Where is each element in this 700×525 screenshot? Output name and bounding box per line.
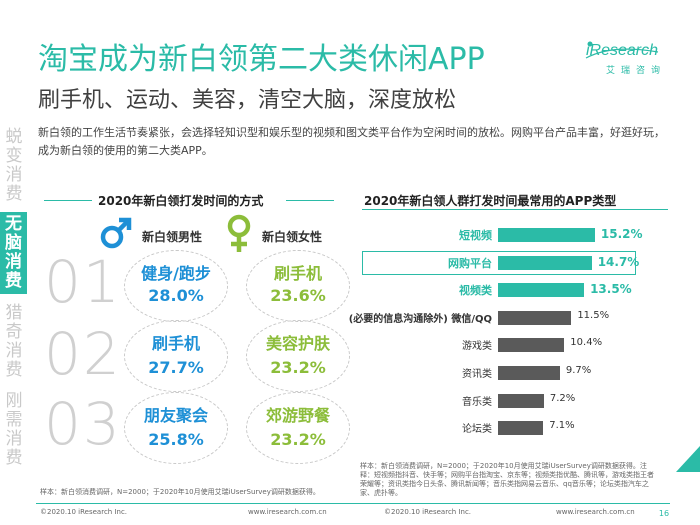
corner-triangle-icon (676, 446, 700, 472)
male-activity: 刷手机 (151, 334, 200, 353)
bar-value-label: 13.5% (590, 282, 632, 297)
page-title: 淘宝成为新白领第二大类休闲APP (38, 42, 485, 77)
left-source-note: 样本：新白领消费调研，N=2000；于2020年10月使用艾瑞iUserSurv… (40, 488, 320, 496)
chart-title-rule (362, 209, 668, 210)
bar-value-label: 11.5% (577, 309, 610, 321)
female-activity: 刷手机 (273, 264, 322, 283)
female-symbol-icon (227, 214, 251, 252)
male-percent: 28.0% (148, 286, 204, 305)
bar-value-label: 15.2% (600, 227, 643, 241)
female-activity: 郊游野餐 (265, 406, 330, 425)
footer-rule (36, 503, 670, 504)
left-panel-title: 2020年新白领打发时间的方式 (98, 194, 264, 208)
chart-title: 2020年新白领人群打发时间最常用的APP类型 (364, 194, 617, 208)
bar (498, 283, 585, 298)
female-percent: 23.2% (270, 358, 326, 377)
bar-category-label: 网购平台 (448, 256, 492, 270)
dashed-ring (124, 392, 228, 464)
dashed-ring (246, 392, 350, 464)
female-activity: 美容护肤 (265, 334, 330, 353)
left-title-rule-left (44, 200, 92, 201)
sidebar-item-novelty[interactable]: 猎 奇 消 费 (5, 303, 23, 380)
bar (498, 310, 572, 325)
bar-category-label: (必要的信息沟通除外) 微信/QQ (348, 313, 492, 325)
bar (498, 338, 565, 353)
footer-url-left: www.iresearch.com.cn (248, 508, 327, 516)
iresearch-logo: iResearch 艾瑞咨询 (582, 38, 662, 80)
logo-cn-text: 艾瑞咨询 (606, 66, 667, 76)
bar-category-label: 视频类 (459, 284, 492, 298)
highlight-box (362, 250, 636, 275)
sidebar-item-transform[interactable]: 蜕 变 消 费 (5, 127, 23, 204)
bar (498, 393, 544, 408)
dashed-ring (246, 320, 350, 392)
footer-copyright-left: ©2020.10 iResearch Inc. (40, 508, 128, 516)
section-sidebar: 蜕 变 消 费 无 脑 消 费 猎 奇 消 费 刚 需 消 费 (0, 122, 28, 482)
bar-category-label: 音乐类 (462, 396, 492, 408)
bar-category-label: 游戏类 (462, 341, 492, 353)
page-number: 16 (658, 509, 670, 518)
bar (498, 255, 592, 270)
rank-number: 01 (44, 248, 122, 316)
male-activity: 健身/跑步 (141, 264, 211, 283)
bar-value-label: 7.1% (549, 420, 575, 432)
male-symbol-icon (100, 217, 132, 249)
bar-category-label: 短视频 (459, 229, 492, 242)
male-percent: 27.7% (148, 358, 204, 377)
bar-category-label: 资讯类 (462, 369, 492, 380)
bar-value-label: 10.4% (570, 337, 603, 349)
footer-url-right: www.iresearch.com.cn (556, 508, 635, 516)
bar-value-label: 7.2% (549, 392, 576, 404)
female-percent: 23.2% (270, 430, 326, 449)
sidebar-item-necessity[interactable]: 刚 需 消 费 (5, 391, 23, 468)
logo-swoosh-icon (585, 41, 659, 59)
bar (498, 228, 595, 242)
bar-value-label: 9.7% (565, 365, 592, 376)
bar-value-label: 14.7% (597, 254, 640, 269)
intro-paragraph: 新白领的工作生活节奏紧张，会选择轻知识型和娱乐型的视频和图文类平台作为空闲时间的… (38, 126, 665, 157)
page-subtitle: 刷手机、运动、美容，清空大脑，深度放松 (38, 88, 457, 113)
male-percent: 25.8% (148, 430, 204, 449)
left-title-rule-right (286, 200, 334, 201)
female-label: 新白领女性 (262, 230, 323, 244)
bar (498, 421, 544, 436)
footer-copyright-right: ©2020.10 iResearch Inc. (384, 508, 472, 516)
male-label: 新白领男性 (142, 230, 203, 244)
rank-number: 02 (44, 320, 122, 388)
rank-number: 03 (44, 390, 122, 458)
sidebar-item-mindless-active[interactable]: 无 脑 消 费 (0, 212, 27, 294)
dashed-ring (124, 320, 228, 392)
bar (498, 366, 560, 380)
chart-source-note: 样本：新白领消费调研，N=2000；于2020年10月使用艾瑞iUserSurv… (360, 462, 654, 497)
male-activity: 朋友聚会 (143, 406, 208, 425)
female-percent: 23.6% (270, 286, 326, 305)
bar-category-label: 论坛类 (462, 424, 492, 436)
logo-brand-text: iResearch (586, 42, 659, 59)
